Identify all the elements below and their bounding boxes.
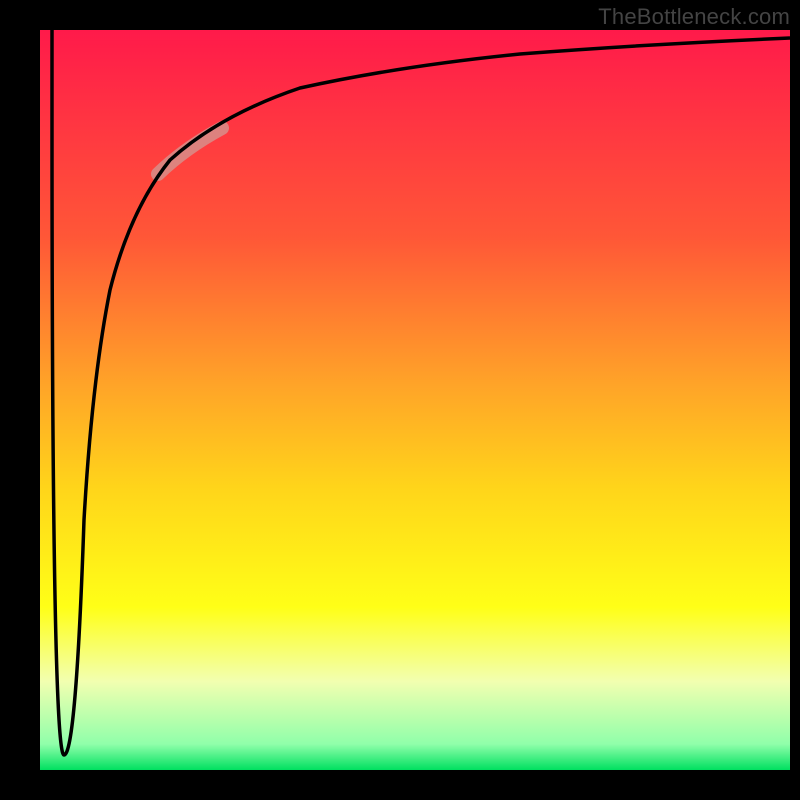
curve-highlight-segment bbox=[158, 128, 222, 174]
curve-main-line bbox=[52, 30, 790, 755]
bottleneck-curve bbox=[0, 0, 800, 800]
